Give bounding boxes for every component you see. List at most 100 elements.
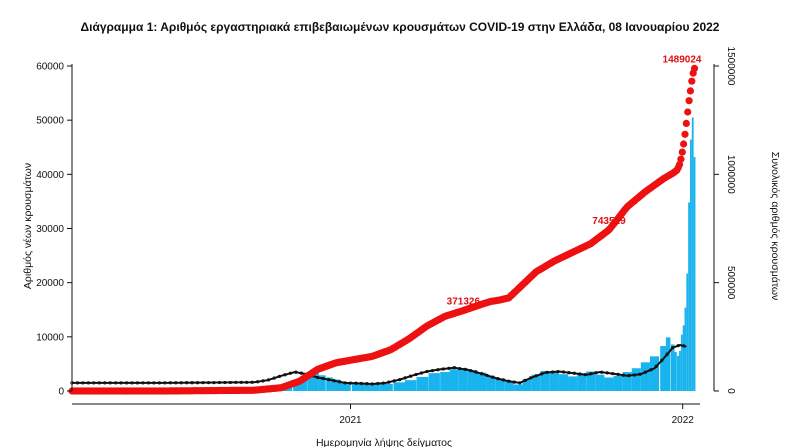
- moving-average-marker: [228, 380, 233, 385]
- bar-49: [684, 307, 687, 391]
- moving-average-marker: [179, 381, 183, 385]
- bar-35: [604, 377, 614, 391]
- moving-average-marker: [108, 381, 112, 385]
- moving-average-marker: [261, 379, 265, 383]
- bar-48: [682, 325, 685, 391]
- moving-average-marker: [605, 371, 609, 375]
- moving-average-marker: [332, 379, 336, 383]
- moving-average-marker: [135, 381, 140, 385]
- bar-31: [568, 376, 578, 392]
- moving-average-marker: [523, 378, 527, 383]
- moving-average-marker: [185, 381, 189, 385]
- y2-axis-label: Συνολικός αριθμός κρουσμάτων: [769, 152, 781, 301]
- bar-7: [326, 377, 333, 391]
- moving-average-marker: [146, 381, 151, 385]
- moving-average-marker: [518, 381, 522, 385]
- bar-53: [691, 117, 694, 392]
- bar-11: [365, 384, 380, 391]
- cumulative-layer: [68, 64, 699, 395]
- moving-average-marker: [403, 376, 407, 380]
- moving-average-marker: [632, 373, 637, 377]
- cumulative-point: [677, 155, 685, 163]
- moving-average-marker: [195, 381, 200, 385]
- moving-average-marker: [124, 381, 129, 385]
- bar-34: [595, 374, 605, 391]
- annotation-0: 371326: [447, 297, 481, 308]
- bar-3: [300, 378, 308, 391]
- moving-average-marker: [567, 371, 571, 375]
- moving-average-marker: [594, 371, 598, 375]
- bar-33: [586, 371, 596, 391]
- moving-average-marker: [92, 381, 96, 385]
- moving-average-marker: [419, 371, 424, 375]
- moving-average-marker: [660, 358, 664, 363]
- bar-24: [504, 381, 514, 391]
- cumulative-point: [680, 140, 688, 148]
- moving-average-marker: [354, 381, 358, 385]
- moving-average-marker: [583, 372, 587, 377]
- moving-average-marker: [381, 381, 385, 385]
- moving-average-marker: [463, 367, 467, 372]
- moving-average-marker: [638, 372, 642, 376]
- bar-8: [332, 379, 340, 392]
- moving-average-marker: [600, 370, 604, 374]
- moving-average-marker: [299, 371, 304, 375]
- y2-tick-label: 1500000: [725, 47, 736, 86]
- moving-average-marker: [458, 366, 462, 371]
- bar-12: [379, 383, 393, 391]
- moving-average-marker: [294, 370, 298, 374]
- cumulative-point: [681, 130, 689, 138]
- moving-average-marker: [671, 346, 675, 350]
- bar-9: [339, 382, 351, 392]
- moving-average-marker: [376, 381, 380, 386]
- y-tick-label: 20000: [36, 278, 64, 289]
- moving-average-marker: [507, 379, 511, 383]
- y2-tick-label: 0: [725, 388, 736, 394]
- moving-average-marker: [539, 372, 544, 376]
- moving-average-marker: [676, 343, 680, 348]
- moving-average-marker: [474, 370, 478, 374]
- moving-average-marker: [496, 376, 500, 381]
- x-tick-label: 2021: [339, 415, 362, 426]
- moving-average-marker: [288, 371, 293, 375]
- moving-average-marker: [337, 380, 342, 384]
- bar-19: [458, 368, 468, 391]
- bar-14: [404, 380, 417, 391]
- bar-17: [440, 372, 451, 391]
- moving-average-marker: [387, 380, 391, 384]
- moving-average-marker: [365, 382, 369, 386]
- y-axis-label: Αριθμός νέων κρουσμάτων: [22, 163, 34, 289]
- moving-average-marker: [239, 380, 243, 385]
- moving-average-marker: [256, 380, 260, 384]
- bar-38: [631, 368, 641, 391]
- moving-average-marker: [529, 376, 533, 380]
- y-tick-label: 0: [58, 387, 64, 398]
- moving-average-marker: [234, 380, 238, 385]
- moving-average-marker: [479, 372, 484, 376]
- bar-44: [674, 352, 677, 391]
- moving-average-marker: [665, 352, 669, 356]
- moving-average-marker: [359, 381, 364, 386]
- moving-average-marker: [316, 375, 320, 380]
- y-tick-label: 50000: [36, 116, 64, 127]
- moving-average-marker: [534, 374, 538, 378]
- bar-36: [613, 375, 623, 391]
- bar-42: [665, 337, 671, 392]
- bar-47: [680, 334, 683, 391]
- y2-tick-label: 500000: [725, 266, 736, 300]
- bar-40: [649, 356, 660, 391]
- cumulative-point: [686, 87, 695, 95]
- y-tick-label: 10000: [36, 332, 64, 343]
- moving-average-marker: [174, 381, 178, 385]
- bar-16: [428, 373, 440, 392]
- moving-average-marker: [398, 377, 402, 382]
- moving-average-marker: [545, 370, 549, 375]
- bar-13: [393, 382, 406, 391]
- moving-average-marker: [81, 381, 85, 385]
- cumulative-point: [684, 108, 692, 116]
- axes-layer: 0 10000 20000 30000 40000 50000 60000 0 500000 10…: [36, 47, 736, 426]
- y-tick-label: 40000: [36, 170, 64, 181]
- moving-average-marker: [425, 369, 429, 374]
